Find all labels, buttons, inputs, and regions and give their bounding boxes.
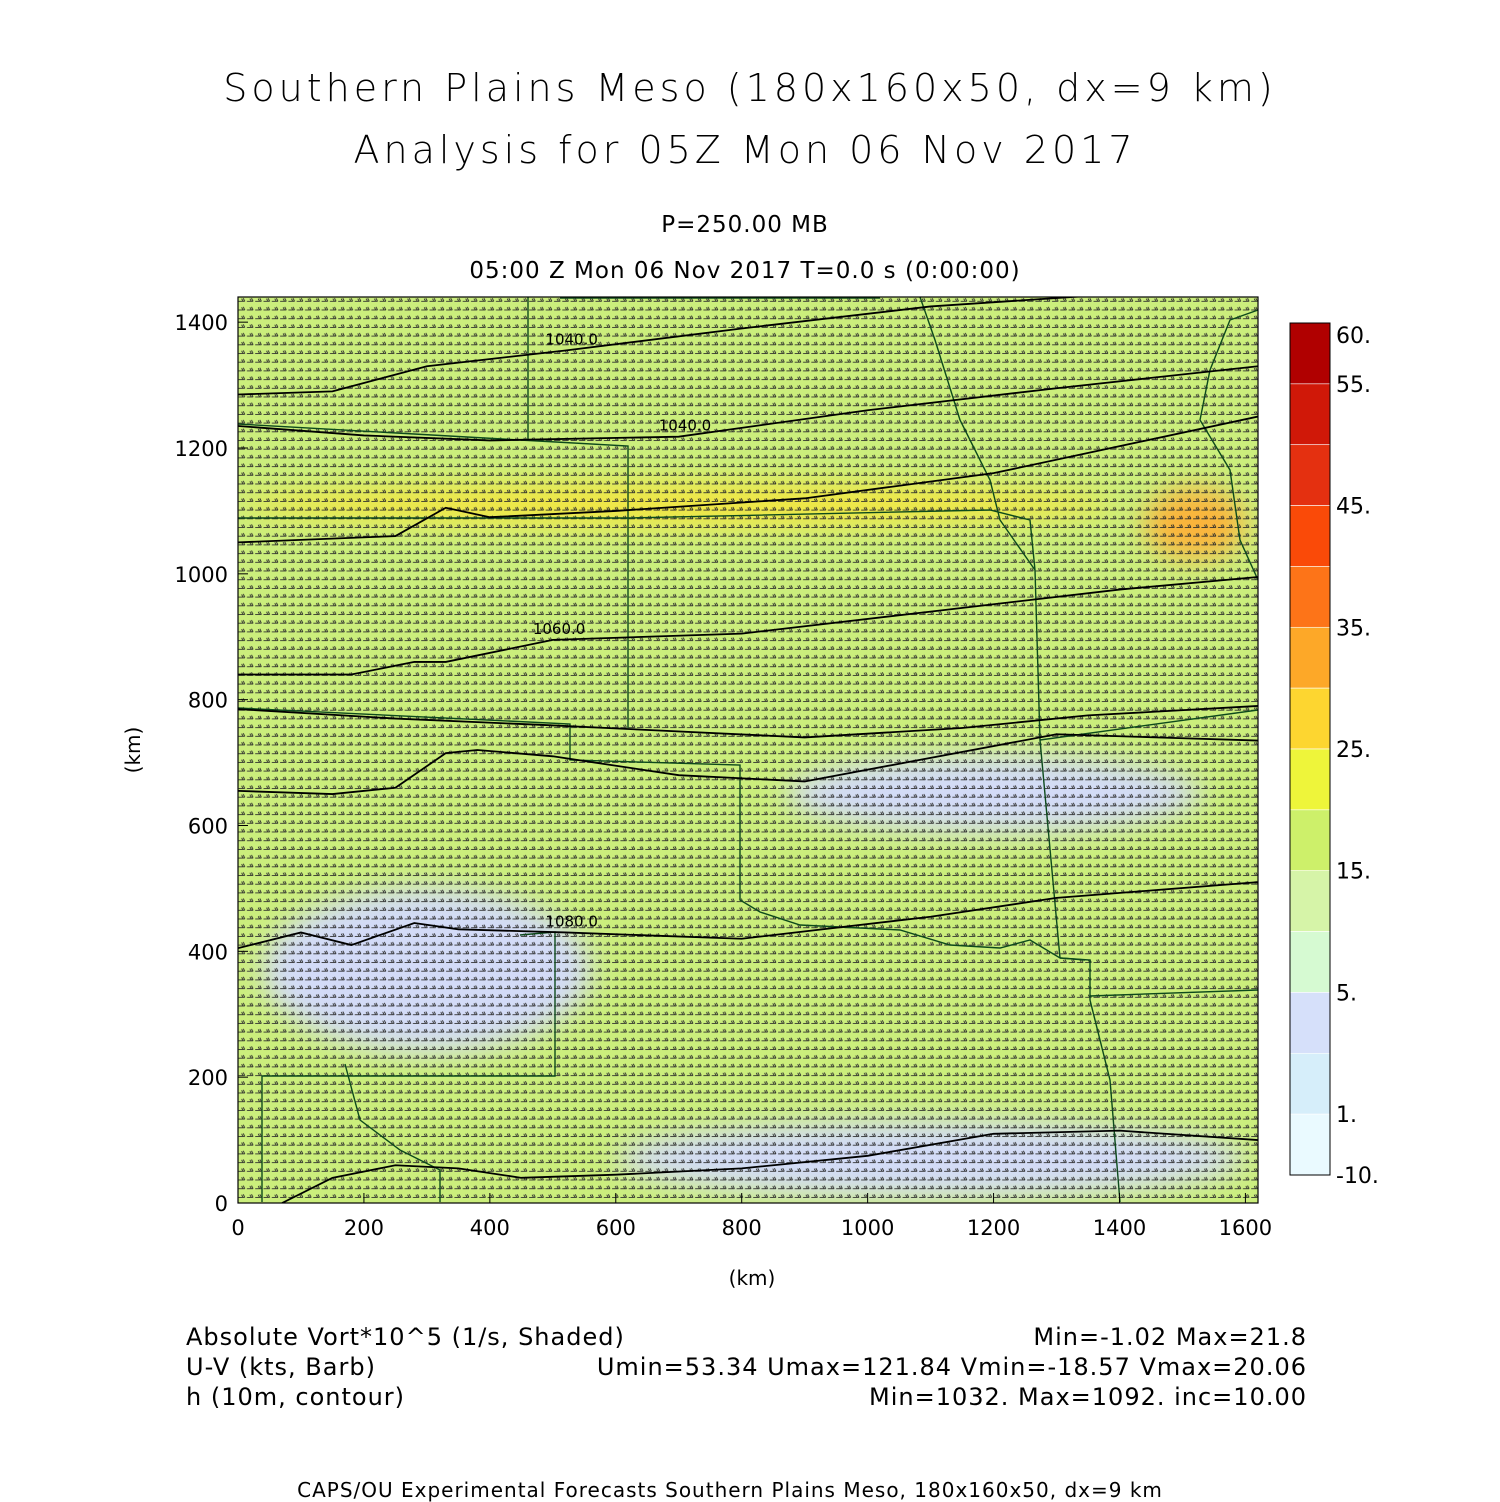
colorbar-swatch xyxy=(1289,687,1331,750)
contour-label: 1040.0 xyxy=(545,330,598,348)
y-tick-label: 1000 xyxy=(175,563,228,587)
x-axis-label: (km) xyxy=(729,1266,776,1290)
pressure-level-label: P=250.00 MB xyxy=(661,212,829,238)
wind-stats: Umin=53.34 Umax=121.84 Vmin=-18.57 Vmax=… xyxy=(596,1353,1307,1381)
y-tick-label: 400 xyxy=(188,940,228,964)
x-tick-label: 600 xyxy=(596,1216,636,1240)
colorbar: 60. 55. 45. 35. 25. 15. 5. 1. -10. xyxy=(1289,322,1379,1189)
colorbar-swatch xyxy=(1289,748,1331,811)
colorbar-swatch xyxy=(1289,1052,1331,1115)
colorbar-label: 35. xyxy=(1336,616,1371,641)
height-contour-line xyxy=(238,297,1086,396)
credit-line: CAPS/OU Experimental Forecasts Southern … xyxy=(297,1478,1163,1502)
state-borders xyxy=(238,297,1258,1203)
y-axis-label: (km) xyxy=(121,727,145,774)
height-stats: Min=1032. Max=1092. inc=10.00 xyxy=(869,1383,1307,1411)
colorbar-swatch xyxy=(1289,809,1331,872)
x-tick-label: 1400 xyxy=(1093,1216,1146,1240)
colorbar-swatch xyxy=(1289,992,1331,1054)
contour-label: 1080.0 xyxy=(545,912,598,930)
height-contour-line xyxy=(238,365,1258,442)
colorbar-swatch xyxy=(1289,444,1331,506)
x-axis: 0 200 400 600 800 1000 1200 1400 1600 xyxy=(231,1193,1272,1240)
wind-barbs xyxy=(238,297,1258,1203)
x-tick-label: 0 xyxy=(231,1216,244,1240)
x-tick-label: 400 xyxy=(470,1216,510,1240)
plot-frame xyxy=(237,296,1259,1204)
height-contour-line xyxy=(238,576,1258,676)
y-axis: 0 200 400 600 800 1000 1200 1400 xyxy=(175,311,248,1216)
vorticity-legend-label: Absolute Vort*10^5 (1/s, Shaded) xyxy=(186,1323,625,1351)
chart-subtitle: Analysis for 05Z Mon 06 Nov 2017 xyxy=(353,128,1137,172)
colorbar-swatch xyxy=(1289,870,1331,932)
colorbar-swatch xyxy=(1289,322,1331,385)
chart-title: Southern Plains Meso (180x160x50, dx=9 k… xyxy=(223,66,1277,110)
y-tick-label: 800 xyxy=(188,689,228,713)
valid-time-label: 05:00 Z Mon 06 Nov 2017 T=0.0 s (0:00:00… xyxy=(469,258,1021,284)
colorbar-swatch xyxy=(1289,505,1331,567)
y-tick-label: 200 xyxy=(188,1066,228,1090)
x-tick-label: 800 xyxy=(722,1216,762,1240)
vorticity-stats: Min=-1.02 Max=21.8 xyxy=(1033,1323,1307,1351)
colorbar-swatch xyxy=(1289,566,1331,628)
colorbar-label: -10. xyxy=(1336,1164,1379,1189)
colorbar-swatch xyxy=(1289,1113,1331,1176)
height-legend-label: h (10m, contour) xyxy=(186,1383,406,1411)
x-tick-label: 1600 xyxy=(1219,1216,1272,1240)
y-tick-label: 0 xyxy=(215,1192,228,1216)
contour-label: 1040.0 xyxy=(659,417,712,435)
x-tick-label: 200 xyxy=(344,1216,384,1240)
plot-area: 1040.0 1040.0 1060.0 1080.0 xyxy=(238,297,1258,1203)
colorbar-label: 25. xyxy=(1336,738,1371,763)
height-contour-line xyxy=(238,415,1258,544)
height-contour-line xyxy=(238,733,1258,795)
colorbar-label: 5. xyxy=(1336,981,1357,1006)
colorbar-label: 15. xyxy=(1336,860,1371,885)
colorbar-label: 60. xyxy=(1336,324,1371,349)
height-contours: 1040.0 1040.0 1060.0 1080.0 xyxy=(238,297,1258,1203)
colorbar-swatch xyxy=(1289,383,1331,446)
colorbar-label: 45. xyxy=(1336,495,1371,520)
colorbar-label: 1. xyxy=(1336,1103,1357,1128)
height-contour-line xyxy=(281,1129,1258,1203)
colorbar-label: 55. xyxy=(1336,373,1371,398)
height-contour-line xyxy=(238,705,1258,739)
y-tick-label: 600 xyxy=(188,815,228,839)
wind-legend-label: U-V (kts, Barb) xyxy=(186,1353,376,1381)
colorbar-frame xyxy=(1289,322,1331,1176)
x-tick-label: 1000 xyxy=(841,1216,894,1240)
colorbar-swatch xyxy=(1289,931,1331,993)
contour-label: 1060.0 xyxy=(533,620,586,638)
colorbar-swatch xyxy=(1289,626,1331,689)
y-tick-label: 1400 xyxy=(175,311,228,335)
y-tick-label: 1200 xyxy=(175,437,228,461)
x-tick-label: 1200 xyxy=(967,1216,1020,1240)
height-contour-line xyxy=(238,881,1258,950)
